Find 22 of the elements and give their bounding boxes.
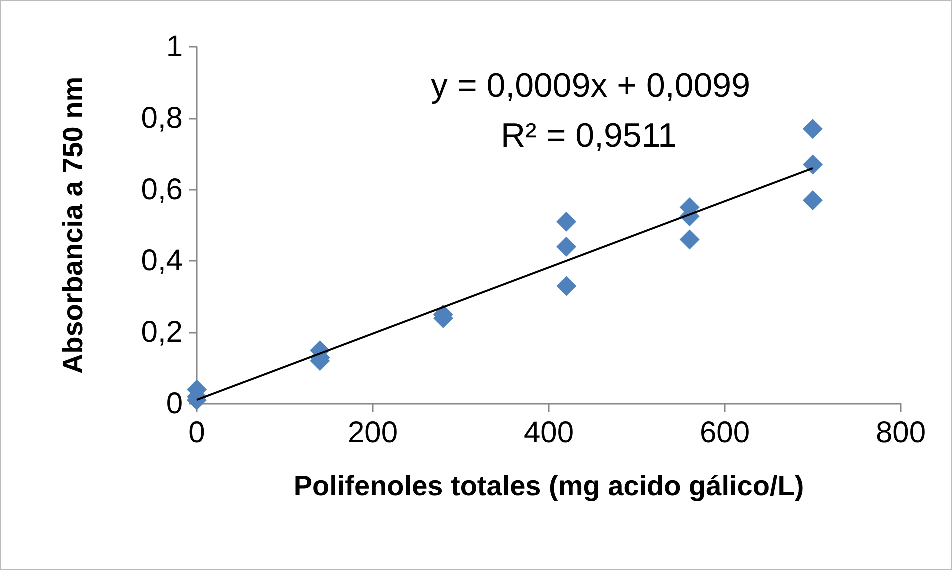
annotation: y = 0,0009x + 0,0099 — [431, 67, 750, 105]
y-tick-label: 1 — [166, 30, 183, 64]
point — [556, 236, 577, 257]
point — [680, 230, 700, 250]
y-tick-label: 0,4 — [141, 244, 183, 278]
y-tick-label: 0,8 — [141, 102, 183, 135]
point — [803, 154, 823, 175]
y-tick-label: 0,2 — [141, 316, 183, 350]
x-tick-label: 0 — [188, 416, 206, 450]
y-tick-label: 0 — [166, 388, 183, 420]
point — [803, 190, 823, 211]
x-tick-label: 200 — [348, 416, 398, 450]
point — [556, 212, 577, 232]
point — [803, 119, 823, 140]
y-tick-label: 0,6 — [141, 173, 183, 206]
x-axis-title: Polifenoles totales (mg acido gálico/L) — [294, 470, 804, 502]
annotation: R² = 0,9511 — [501, 117, 678, 155]
point — [556, 276, 577, 296]
y-axis-title: Absorbancia a 750 nm — [58, 76, 88, 374]
x-tick-label: 600 — [700, 416, 750, 450]
x-tick-label: 800 — [876, 416, 926, 450]
x-tick-label: 400 — [524, 416, 574, 450]
